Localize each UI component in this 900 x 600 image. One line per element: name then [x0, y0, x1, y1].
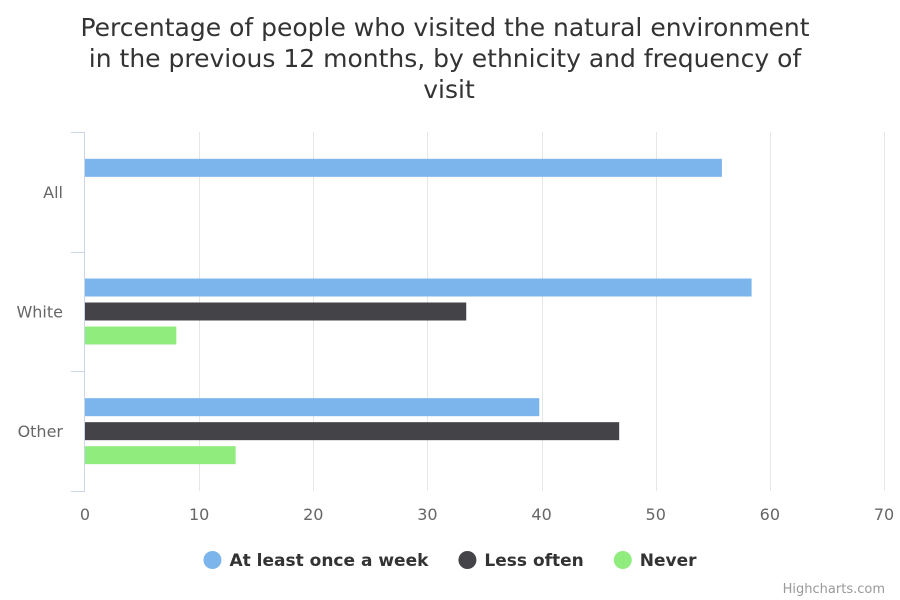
bar-other-never[interactable] — [85, 446, 236, 465]
chart-title-line-1: Percentage of people who visited the nat… — [80, 13, 809, 42]
x-tick-label: 20 — [303, 505, 323, 524]
legend-swatch — [203, 551, 222, 569]
legend-swatch — [613, 551, 632, 569]
chart-title-line-3: visit — [423, 75, 475, 104]
legend-label: At least once a week — [229, 551, 429, 571]
y-category-label-other: Other — [18, 422, 64, 441]
bar-white-less-often[interactable] — [85, 302, 467, 321]
chart-title-line-2: in the previous 12 months, by ethnicity … — [89, 44, 803, 73]
y-category-label-all: All — [43, 183, 63, 202]
x-tick-label: 10 — [189, 505, 209, 524]
legend-item-at-least-once-a-week[interactable]: At least once a week — [203, 551, 429, 571]
x-tick-label: 30 — [417, 505, 437, 524]
legend-label: Never — [640, 551, 697, 571]
bar-white-never[interactable] — [85, 326, 177, 345]
bar-all-at-least-once-a-week[interactable] — [85, 158, 722, 177]
legend-item-never[interactable]: Never — [613, 551, 697, 571]
bars — [85, 158, 752, 465]
bar-white-at-least-once-a-week[interactable] — [85, 278, 752, 297]
x-tick-label: 60 — [760, 505, 780, 524]
chart-title: Percentage of people who visited the nat… — [80, 13, 817, 104]
x-tick-label: 50 — [646, 505, 666, 524]
x-tick-label: 40 — [531, 505, 551, 524]
bar-other-less-often[interactable] — [85, 422, 620, 441]
legend-label: Less often — [484, 551, 583, 571]
bar-other-at-least-once-a-week[interactable] — [85, 398, 540, 417]
credits-link[interactable]: Highcharts.com — [783, 582, 885, 597]
x-tick-label: 0 — [80, 505, 90, 524]
x-tick-label: 70 — [874, 505, 894, 524]
legend-item-less-often[interactable]: Less often — [458, 551, 584, 571]
y-category-label-white: White — [16, 303, 63, 322]
value-axis-labels: 0 10 20 30 40 50 60 70 — [80, 505, 894, 524]
legend-swatch — [458, 551, 477, 569]
legend: At least once a week Less often Never — [203, 551, 697, 571]
category-axis: All White Other — [16, 132, 85, 492]
